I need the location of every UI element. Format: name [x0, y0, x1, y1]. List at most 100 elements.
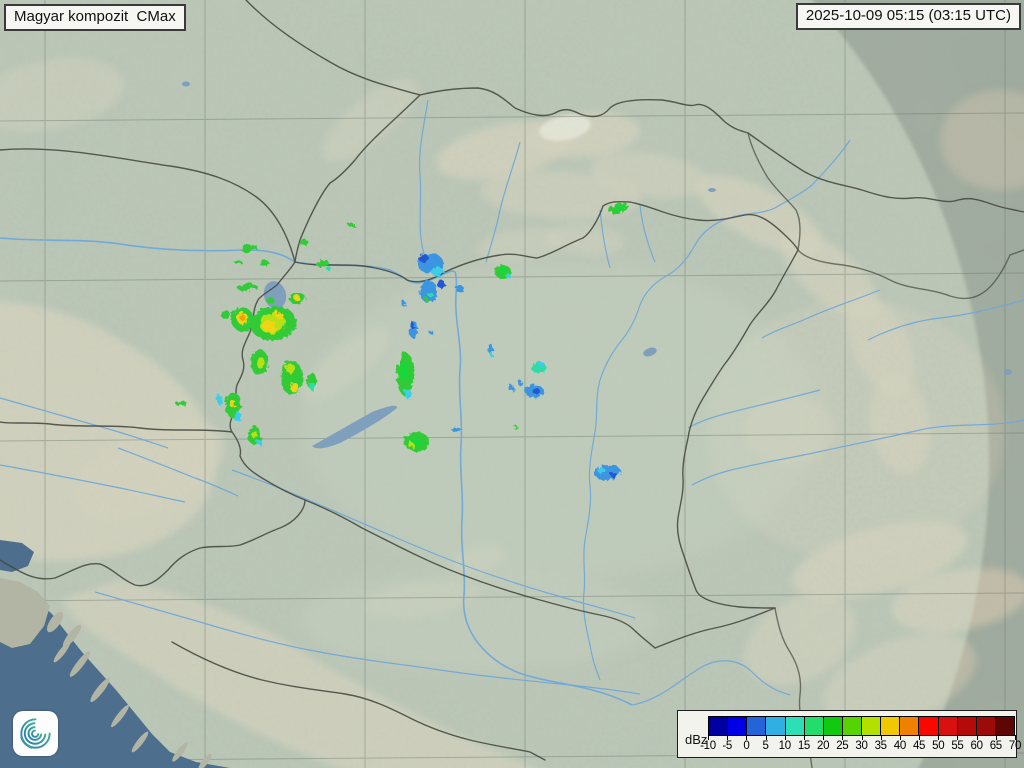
met-service-spiral-logo: [13, 711, 58, 756]
scale-tick-labels: -10 -5 0 5 10 15 20 25 30 35 40 45 50 55 60 65 70: [700, 740, 1021, 754]
scale-swatch: [785, 717, 805, 735]
radar-echo-cell: [402, 387, 410, 397]
sava-river: [94, 591, 641, 695]
scale-tick-label: 65: [989, 740, 1003, 752]
scale-tick-label: 45: [912, 740, 926, 752]
scale-tick-label: 30: [855, 740, 868, 752]
radar-echo-cell: [261, 319, 275, 331]
scale-tick: [899, 735, 901, 740]
radar-echo-cell: [516, 379, 522, 385]
radar-echo-cell: [284, 362, 294, 372]
timestamp-label: 2025-10-09 05:15 (03:15 UTC): [795, 3, 1021, 30]
radar-echo-cell: [233, 259, 241, 263]
scale-swatch: [919, 717, 939, 735]
scale-swatch: [747, 717, 767, 735]
scale-tick: [803, 735, 805, 740]
radar-echoes: [174, 201, 627, 479]
scale-swatch: [728, 717, 748, 735]
radar-echo-cell: [324, 265, 330, 269]
scale-tick: [880, 735, 882, 740]
scale-swatch: [766, 717, 786, 735]
scale-tick: [784, 735, 786, 740]
scale-tick-label: 70: [1008, 740, 1022, 752]
grid-line: [0, 592, 1024, 602]
grid-line: [0, 272, 1024, 282]
scale-swatch: [938, 717, 958, 735]
radar-echo-cell: [530, 386, 538, 392]
grid-line: [0, 432, 1024, 442]
scale-tick-label: 20: [817, 740, 830, 752]
radar-echo-cell: [497, 265, 505, 273]
radar-echo-cell: [254, 438, 260, 444]
radar-echo-cell: [430, 265, 442, 275]
adriatic-islands: [0, 578, 212, 768]
radar-echo-cell: [265, 296, 273, 302]
product-label: Magyar kompozit CMax: [4, 4, 186, 31]
radar-echo-cell: [347, 222, 355, 226]
radar-echo-cell: [250, 429, 256, 437]
radar-echo-cell: [503, 271, 509, 277]
scale-tick-label: 40: [893, 740, 907, 752]
radar-echo-cell: [436, 279, 444, 287]
lake-balaton: [312, 405, 398, 449]
scale-swatch: [709, 717, 729, 735]
radar-echo-cell: [240, 243, 256, 251]
radar-echo-cell: [417, 253, 427, 261]
scale-tick: [708, 735, 709, 740]
scale-tick: [919, 735, 921, 740]
radar-echo-cell: [274, 311, 282, 317]
scale-tick-label: 5: [762, 740, 769, 752]
radar-echo-cell: [308, 381, 314, 389]
radar-echo-cell: [507, 384, 513, 390]
istria-peninsula: [0, 578, 50, 648]
lake-tisza: [643, 347, 657, 357]
scale-tick-label: 55: [951, 740, 964, 752]
legend-unit-label: dBz: [685, 732, 708, 747]
scale-swatch: [995, 717, 1014, 735]
scale-swatch: [823, 717, 843, 735]
radar-echo-cell: [297, 238, 307, 244]
scale-swatch: [842, 717, 862, 735]
scale-swatch: [804, 717, 824, 735]
radar-echo-cell: [399, 299, 405, 305]
scale-tick: [1015, 735, 1016, 740]
scale-tick-label: 50: [932, 740, 945, 752]
scale-tick-label: 25: [836, 740, 849, 752]
lakes: [182, 81, 1012, 449]
radar-echo-cell: [610, 471, 616, 477]
radar-echo-cell: [488, 351, 492, 355]
radar-echo-cell: [537, 360, 543, 366]
scale-tick: [746, 735, 748, 740]
radar-echo-cell: [407, 441, 413, 447]
scale-swatch: [976, 717, 996, 735]
scale-tick: [765, 735, 767, 740]
scale-swatch: [900, 717, 920, 735]
danube-river: [0, 237, 633, 706]
radar-echo-cell: [227, 398, 235, 406]
radar-echo-cell: [258, 259, 268, 265]
radar-echo-cell: [596, 466, 604, 472]
color-scale-bar: [708, 716, 1015, 736]
radar-echo-cell: [292, 294, 300, 300]
radar-echo-cell: [424, 297, 428, 301]
scale-ticks: [708, 735, 1016, 740]
radar-echo-cell: [486, 342, 492, 352]
spiral-logo-graphic: [20, 718, 51, 749]
scale-tick: [976, 735, 978, 740]
radar-echo-cell: [236, 282, 256, 290]
scale-tick-label: 60: [970, 740, 984, 752]
scale-tick-label: 0: [743, 740, 750, 752]
scale-swatch: [862, 717, 882, 735]
scale-tick-label: 35: [874, 740, 888, 752]
radar-echo-cell: [614, 204, 624, 210]
radar-echo-cell: [426, 290, 432, 296]
radar-echo-cell: [174, 399, 186, 405]
radar-echo-cell: [418, 279, 436, 301]
drava-river: [231, 469, 636, 619]
radar-echo-cell: [454, 283, 462, 291]
radar-echo-cell: [409, 321, 413, 327]
radar-echo-cell: [399, 361, 407, 379]
